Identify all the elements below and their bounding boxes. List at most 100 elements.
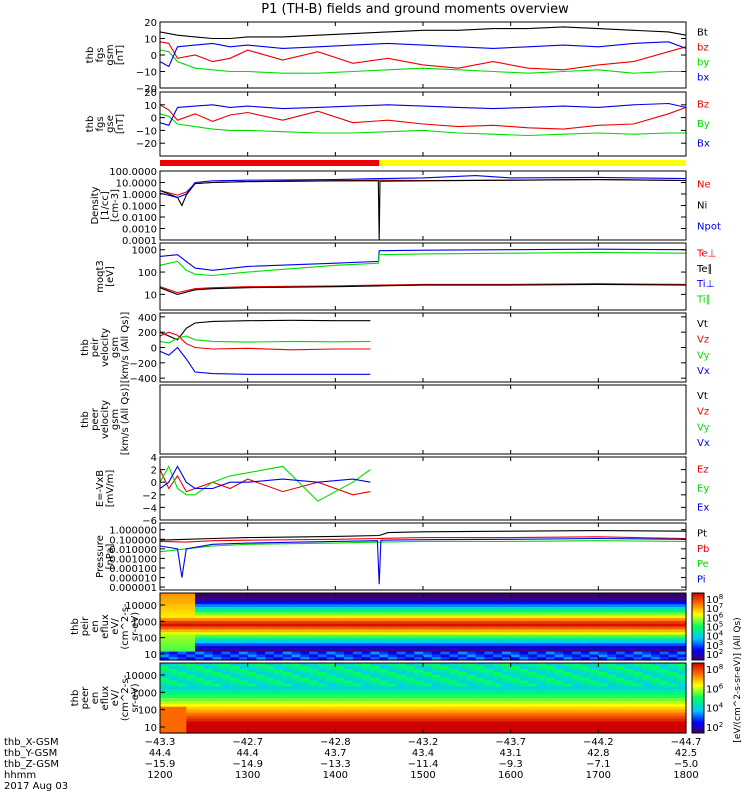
spectrogram-cell — [326, 727, 336, 731]
spectrogram-cell — [177, 724, 187, 728]
spectrogram-cell — [344, 686, 354, 690]
spectrogram-cell — [475, 689, 485, 693]
spectrogram-cell — [238, 609, 249, 614]
spectrogram-cell — [160, 695, 170, 699]
spectrogram-cell — [326, 637, 336, 642]
spectrogram-cell — [238, 668, 249, 673]
spectrogram-cell — [528, 601, 538, 605]
spectrogram-cell — [677, 629, 687, 633]
spectrogram-cell — [177, 700, 187, 705]
spectrogram-cell — [545, 683, 556, 687]
spectrogram-cell — [186, 604, 196, 608]
spectrogram-cell — [563, 663, 573, 667]
spectrogram-cell — [203, 689, 214, 693]
spectrogram-cell — [650, 668, 661, 673]
spectrogram-cell — [493, 698, 503, 702]
spectrogram-cell — [361, 712, 371, 717]
spectrogram-cell — [510, 715, 521, 720]
spectrogram-cell — [677, 620, 687, 625]
x-axis-value: −13.3 — [320, 759, 351, 770]
spectrogram-cell — [563, 615, 573, 619]
spectrogram-cell — [458, 698, 468, 702]
spectrogram-cell — [677, 646, 687, 650]
spectrogram-cell — [160, 657, 170, 661]
spectrogram-cell — [247, 715, 258, 720]
spectrogram-cell — [580, 724, 591, 728]
spectrogram-cell — [554, 718, 564, 722]
spectrogram-cell — [203, 634, 214, 639]
spectrogram-cell — [440, 698, 450, 702]
spectrogram-cell — [396, 698, 407, 702]
spectrogram-cell — [519, 674, 529, 679]
spectrogram-cell — [370, 677, 380, 682]
spectrogram-cell — [414, 677, 424, 682]
spectrogram-cell — [379, 715, 389, 720]
spectrogram-cell — [160, 618, 170, 622]
spectrogram-cell — [501, 727, 512, 731]
spectrogram-cell — [668, 715, 678, 720]
y-axis-label: [nT] — [115, 114, 126, 134]
spectrogram-cell — [273, 671, 284, 676]
spectrogram-cell — [186, 615, 196, 619]
spectrogram-cell — [396, 689, 407, 693]
spectrogram-cell — [589, 715, 599, 720]
spectrogram-cell — [168, 606, 179, 611]
y-tick-label: 0.010000 — [109, 545, 157, 556]
spectrogram-cell — [414, 623, 424, 628]
spectrogram-cell — [221, 703, 231, 708]
spectrogram-cell — [624, 629, 634, 633]
mode-bar-fast-survey — [160, 160, 380, 166]
spectrogram-cell — [659, 698, 670, 702]
spectrogram-cell — [352, 651, 363, 656]
spectrogram-cell — [256, 657, 266, 661]
spectrogram-cell — [563, 604, 573, 608]
spectrogram-cell — [168, 665, 179, 670]
spectrogram-cell — [642, 692, 652, 696]
spectrogram-cell — [396, 668, 407, 673]
spectrogram-cell — [335, 671, 345, 676]
spectrogram-cell — [484, 730, 494, 734]
spectrogram-cell — [203, 609, 214, 614]
y-tick-label: 2 — [151, 466, 157, 477]
spectrogram-cell — [493, 724, 503, 728]
spectrogram-cell — [659, 604, 670, 608]
spectrogram-cell — [291, 615, 301, 619]
spectrogram-cell — [572, 606, 582, 611]
spectrogram-cell — [361, 686, 371, 690]
spectrogram-cell — [423, 637, 433, 642]
spectrogram-cell — [536, 632, 547, 636]
spectrogram-cell — [449, 643, 459, 647]
spectrogram-cell — [501, 663, 512, 667]
spectrogram-cell — [431, 615, 442, 619]
spectrogram-cell — [624, 695, 634, 699]
spectrogram-cell — [493, 727, 503, 731]
spectrogram-cell — [317, 703, 328, 708]
spectrogram-cell — [186, 724, 196, 728]
spectrogram-cell — [624, 721, 634, 725]
spectrogram-cell — [650, 648, 661, 653]
spectrogram-cell — [536, 629, 547, 633]
spectrogram-cell — [273, 689, 284, 693]
spectrogram-cell — [265, 637, 275, 642]
legend-entry: Bx — [697, 138, 710, 149]
spectrogram-cell — [361, 689, 371, 693]
spectrogram-cell — [291, 665, 301, 670]
spectrogram-cell — [528, 612, 538, 616]
spectrogram-cell — [212, 724, 222, 728]
spectrogram-cell — [431, 640, 442, 644]
spectrogram-cell — [659, 724, 670, 728]
spectrogram-cell — [221, 640, 231, 644]
spectrogram-cell — [554, 671, 564, 676]
spectrogram-cell — [405, 709, 415, 714]
spectrogram-cell — [563, 671, 573, 676]
spectrogram-cell — [458, 593, 468, 597]
spectrogram-cell — [414, 651, 424, 656]
spectrogram-cell — [247, 604, 258, 608]
spectrogram-cell — [238, 689, 249, 693]
spectrogram-cell — [510, 593, 521, 597]
spectrogram-cell — [510, 615, 521, 619]
y-axis-label: peer — [90, 407, 101, 431]
panel-frame — [159, 170, 687, 241]
spectrogram-cell — [238, 706, 249, 711]
